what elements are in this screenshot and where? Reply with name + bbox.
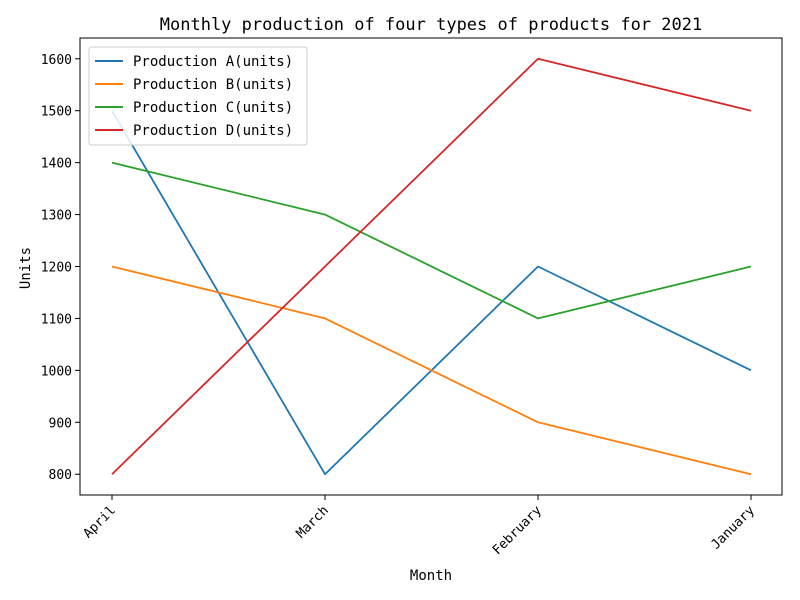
y-axis-label: Units	[18, 247, 34, 289]
y-tick-label: 1300	[41, 209, 72, 224]
y-tick-label: 1600	[41, 53, 72, 68]
x-tick-label: February	[490, 503, 545, 558]
series-line-d	[111, 57, 752, 475]
legend-label: Production D(units)	[133, 123, 293, 139]
y-tick-label: 1000	[41, 364, 72, 379]
x-axis: April March February January	[81, 495, 758, 558]
x-tick-label: April	[81, 503, 119, 541]
y-tick-label: 1100	[41, 312, 72, 327]
y-tick-label: 800	[49, 468, 72, 483]
series-line-c	[111, 161, 752, 320]
chart-title: Monthly production of four types of prod…	[160, 15, 702, 35]
series-lines	[111, 57, 752, 476]
x-tick-label: March	[294, 503, 332, 541]
y-tick-label: 1200	[41, 261, 72, 276]
legend-label: Production B(units)	[133, 77, 293, 93]
series-line-a	[111, 110, 752, 476]
y-tick-label: 1500	[41, 105, 72, 120]
legend-box	[88, 46, 308, 146]
x-axis-label: Month	[410, 568, 452, 584]
y-tick-label: 1400	[41, 157, 72, 172]
legend: Production A(units) Production B(units) Pr…	[88, 46, 308, 146]
y-tick-label: 900	[49, 416, 72, 431]
x-tick-label: January	[708, 503, 757, 552]
y-axis: 800 900 1000 1100 1200 1300 1400 1500 1600	[41, 53, 80, 483]
legend-label: Production C(units)	[133, 100, 293, 116]
legend-label: Production A(units)	[133, 54, 293, 70]
series-line-b	[111, 265, 752, 476]
